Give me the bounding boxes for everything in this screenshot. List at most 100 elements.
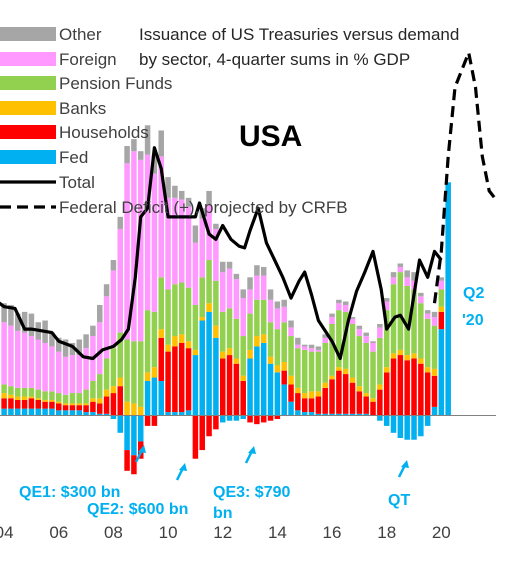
annotation-qe1: QE1: $300 bn (19, 484, 120, 501)
bar-segment-banks (110, 386, 117, 394)
bar-segment-foreign (260, 275, 267, 300)
bar-segment-banks (151, 367, 158, 378)
bar-segment-households (424, 372, 431, 416)
bar-segment-pension-funds (158, 277, 164, 330)
bar-segment-foreign (219, 272, 226, 312)
x-tick-label: 06 (49, 523, 68, 542)
bar-segment-pension-funds (97, 374, 103, 399)
bar-segment-other (131, 139, 137, 152)
bar-segment-pension-funds (124, 339, 130, 402)
bar-segment-banks (42, 399, 48, 402)
annotation-q2-year: '20 (462, 312, 484, 329)
bar-segment-foreign (185, 206, 192, 288)
bar-segment-other (165, 177, 171, 198)
bar-segment-other (308, 344, 315, 349)
bar-segment-foreign (431, 317, 438, 326)
bar-segment-banks (165, 344, 171, 352)
annotations: QE1: $300 bn QE2: $600 bn QE3: $790 bn Q… (19, 285, 484, 522)
bar-segment-other (56, 337, 62, 352)
bar-segment-foreign (267, 299, 274, 323)
annotation-qe2: QE2: $600 bn (87, 501, 188, 518)
bar-segment-foreign (213, 228, 219, 281)
bar-segment-pension-funds (404, 285, 410, 356)
legend-swatch-foreign (0, 52, 56, 66)
bar-segment-foreign (56, 351, 62, 394)
bar-segment-foreign (349, 318, 356, 324)
bar-segment-pension-funds (213, 280, 219, 326)
bar-segment-fed (42, 408, 48, 416)
bar-segment-foreign (240, 298, 246, 337)
bar-segment-other (295, 337, 301, 345)
bar-segment-foreign (110, 270, 117, 349)
bar-segment-other (8, 304, 14, 326)
bar-segment-other (62, 339, 69, 357)
bar-segment-banks (233, 358, 240, 364)
bar-segment-foreign (329, 317, 335, 324)
bar-segment-households (165, 351, 171, 413)
bar-segment-banks (90, 398, 96, 402)
bar-segment-pension-funds (35, 389, 42, 399)
bar-segment-banks (206, 303, 212, 312)
legend-label-deficit: Federal Deficit (+), projected by CRFB (59, 198, 348, 217)
bar-segment-fed (151, 377, 158, 416)
bar-segment-banks (178, 334, 185, 343)
legend-swatch-fed (0, 150, 56, 164)
bar-segment-other (21, 311, 28, 333)
bar-segment-foreign (42, 342, 48, 392)
bar-segment-foreign (62, 356, 69, 395)
bar-segment-households (274, 415, 281, 419)
bar-segment-fed (69, 410, 76, 416)
bar-segment-fed (124, 415, 130, 451)
bar-segment-households (178, 342, 185, 413)
bar-segment-households (404, 360, 410, 416)
bar-segment-fed (117, 415, 123, 433)
legend-swatch-banks (0, 101, 56, 115)
bar-segment-other (178, 190, 185, 200)
bar-segment-households (281, 370, 287, 385)
bar-segment-banks (1, 393, 7, 399)
bar-segment-households (76, 405, 82, 411)
bar-segment-fed (329, 413, 335, 416)
bar-segment-other (247, 277, 253, 290)
bar-segment-banks (21, 396, 28, 400)
total-line (0, 146, 443, 361)
bar-segment-households (83, 405, 89, 413)
bar-segment-fed (274, 372, 281, 416)
bar-segment-banks (56, 401, 62, 404)
bar-segment-other (137, 151, 144, 160)
bar-segment-fed (8, 408, 14, 416)
bar-segment-pension-funds (274, 329, 281, 366)
bar-segment-other (49, 332, 55, 347)
bar-segment-banks (411, 353, 417, 359)
bar-segment-pension-funds (254, 299, 260, 337)
bar-segment-banks (226, 348, 233, 356)
bar-segment-other (329, 313, 335, 318)
bar-segment-households (247, 415, 253, 423)
bar-segment-banks (377, 384, 383, 390)
bar-segment-households (390, 358, 397, 416)
bar-segment-fed (404, 415, 410, 440)
bar-segment-households (35, 399, 42, 409)
bar-segment-banks (274, 365, 281, 373)
bar-segment-pension-funds (15, 387, 21, 397)
bar-segment-fed (254, 346, 260, 416)
bar-segment-foreign (390, 277, 397, 285)
bar-segment-fed (349, 413, 356, 416)
bar-segment-pension-funds (8, 386, 14, 395)
bar-segment-banks (28, 396, 35, 399)
bar-segment-pension-funds (131, 341, 137, 404)
bar-segment-pension-funds (329, 323, 335, 376)
bar-segment-other (151, 154, 158, 174)
bar-segment-banks (254, 336, 260, 347)
bar-segment-pension-funds (383, 310, 390, 368)
bar-segment-fed (390, 415, 397, 433)
bar-segment-foreign (383, 301, 390, 311)
bar-segment-pension-funds (165, 289, 171, 345)
bar-segment-foreign (117, 228, 123, 333)
bar-segment-fed (15, 408, 21, 416)
bar-segment-households (62, 405, 69, 411)
bar-segment-other (226, 261, 233, 269)
bar-segment-other (390, 272, 397, 278)
bar-segment-other (260, 266, 267, 276)
